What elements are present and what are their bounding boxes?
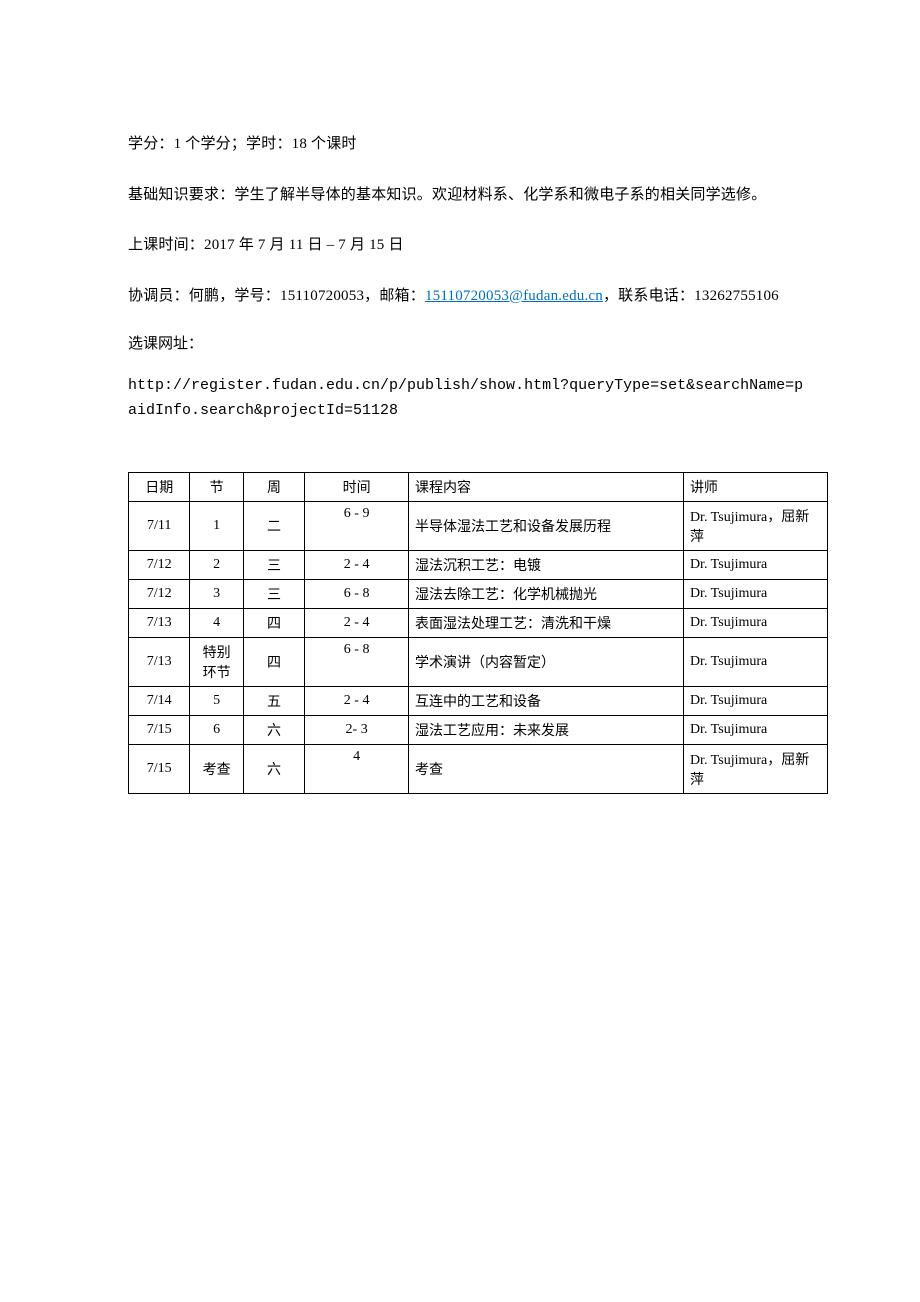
cell: 学术演讲（内容暂定） — [408, 637, 683, 686]
table-row: 7/122三2 - 4湿法沉积工艺：电镀Dr. Tsujimura — [129, 550, 828, 579]
cell: 4 — [190, 608, 243, 637]
reg-label: 选课网址： — [128, 332, 811, 358]
cell: Dr. Tsujimura — [683, 550, 827, 579]
col-inst: 讲师 — [683, 472, 827, 501]
coordinator-line: 协调员：何鹏，学号：15110720053，邮箱：15110720053@fud… — [128, 282, 811, 311]
cell: 2 - 4 — [305, 550, 409, 579]
cell: 7/13 — [129, 637, 190, 686]
cell: 三 — [243, 550, 304, 579]
credit-line: 学分：1 个学分；学时：18 个课时 — [128, 130, 811, 159]
document-page: 学分：1 个学分；学时：18 个课时 基础知识要求：学生了解半导体的基本知识。欢… — [0, 0, 920, 1302]
cell: 四 — [243, 608, 304, 637]
class-time-line: 上课时间：2017 年 7 月 11 日 – 7 月 15 日 — [128, 231, 811, 260]
cell: 考查 — [408, 744, 683, 793]
cell: 四 — [243, 637, 304, 686]
cell: 4 — [305, 744, 409, 793]
table-header-row: 日期 节 周 时间 课程内容 讲师 — [129, 472, 828, 501]
cell: 7/15 — [129, 744, 190, 793]
coordinator-email-link[interactable]: 15110720053@fudan.edu.cn — [425, 288, 603, 304]
cell: Dr. Tsujimura — [683, 579, 827, 608]
col-week: 周 — [243, 472, 304, 501]
reg-url: http://register.fudan.edu.cn/p/publish/s… — [128, 373, 811, 424]
cell: 6 - 8 — [305, 579, 409, 608]
schedule-table: 日期 节 周 时间 课程内容 讲师 7/111二6 - 9半导体湿法工艺和设备发… — [128, 472, 828, 794]
cell: 7/11 — [129, 501, 190, 550]
cell: 三 — [243, 579, 304, 608]
table-row: 7/15考查六4考查Dr. Tsujimura，屈新萍 — [129, 744, 828, 793]
prereq-line: 基础知识要求：学生了解半导体的基本知识。欢迎材料系、化学系和微电子系的相关同学选… — [128, 181, 811, 210]
cell: Dr. Tsujimura — [683, 637, 827, 686]
cell: Dr. Tsujimura，屈新萍 — [683, 501, 827, 550]
cell: 考查 — [190, 744, 243, 793]
cell: 7/12 — [129, 579, 190, 608]
table-row: 7/156六2- 3湿法工艺应用：未来发展Dr. Tsujimura — [129, 715, 828, 744]
cell: 表面湿法处理工艺：清洗和干燥 — [408, 608, 683, 637]
cell: 二 — [243, 501, 304, 550]
cell: 2 - 4 — [305, 608, 409, 637]
table-row: 7/13特别环节四6 - 8学术演讲（内容暂定）Dr. Tsujimura — [129, 637, 828, 686]
cell: 5 — [190, 686, 243, 715]
cell: 湿法工艺应用：未来发展 — [408, 715, 683, 744]
table-body: 7/111二6 - 9半导体湿法工艺和设备发展历程Dr. Tsujimura，屈… — [129, 501, 828, 793]
table-row: 7/134四2 - 4表面湿法处理工艺：清洗和干燥Dr. Tsujimura — [129, 608, 828, 637]
cell: 湿法沉积工艺：电镀 — [408, 550, 683, 579]
cell: 7/15 — [129, 715, 190, 744]
cell: 2 — [190, 550, 243, 579]
cell: 2 - 4 — [305, 686, 409, 715]
cell: 3 — [190, 579, 243, 608]
cell: 7/12 — [129, 550, 190, 579]
coordinator-pre: 协调员：何鹏，学号：15110720053，邮箱： — [128, 288, 425, 304]
cell: 湿法去除工艺：化学机械抛光 — [408, 579, 683, 608]
table-row: 7/111二6 - 9半导体湿法工艺和设备发展历程Dr. Tsujimura，屈… — [129, 501, 828, 550]
cell: 五 — [243, 686, 304, 715]
cell: 7/14 — [129, 686, 190, 715]
cell: 7/13 — [129, 608, 190, 637]
cell: Dr. Tsujimura — [683, 686, 827, 715]
col-topic: 课程内容 — [408, 472, 683, 501]
cell: 6 - 8 — [305, 637, 409, 686]
cell: 6 — [190, 715, 243, 744]
cell: Dr. Tsujimura — [683, 715, 827, 744]
cell: 6 - 9 — [305, 501, 409, 550]
cell: 半导体湿法工艺和设备发展历程 — [408, 501, 683, 550]
cell: 互连中的工艺和设备 — [408, 686, 683, 715]
table-row: 7/145五2 - 4互连中的工艺和设备Dr. Tsujimura — [129, 686, 828, 715]
table-row: 7/123三6 - 8湿法去除工艺：化学机械抛光Dr. Tsujimura — [129, 579, 828, 608]
col-date: 日期 — [129, 472, 190, 501]
cell: 六 — [243, 715, 304, 744]
coordinator-post: ，联系电话：13262755106 — [603, 288, 779, 304]
cell: 2- 3 — [305, 715, 409, 744]
cell: 六 — [243, 744, 304, 793]
cell: 特别环节 — [190, 637, 243, 686]
cell: Dr. Tsujimura — [683, 608, 827, 637]
col-time: 时间 — [305, 472, 409, 501]
cell: 1 — [190, 501, 243, 550]
cell: Dr. Tsujimura，屈新萍 — [683, 744, 827, 793]
col-sess: 节 — [190, 472, 243, 501]
